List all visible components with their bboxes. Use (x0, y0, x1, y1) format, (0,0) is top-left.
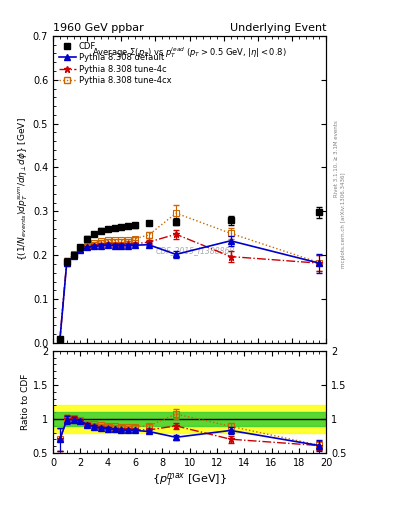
Y-axis label: Ratio to CDF: Ratio to CDF (21, 374, 30, 430)
Text: mcplots.cern.ch [arXiv:1306.3436]: mcplots.cern.ch [arXiv:1306.3436] (342, 173, 346, 268)
Bar (53, 412, 326, 426)
Text: Average $\Sigma(p_T)$ vs $p_T^{lead}$ ($p_T > 0.5$ GeV, $|\eta| < 0.8$): Average $\Sigma(p_T)$ vs $p_T^{lead}$ ($… (92, 45, 287, 60)
X-axis label: $\{p_T^{max}$ [GeV]$\}$: $\{p_T^{max}$ [GeV]$\}$ (152, 471, 227, 488)
Legend: CDF, Pythia 8.308 default, Pythia 8.308 tune-4c, Pythia 8.308 tune-4cx: CDF, Pythia 8.308 default, Pythia 8.308 … (55, 38, 175, 89)
Y-axis label: $\{(1/N_{events}) dp_T^{sum}/d\eta_\perp d\phi\}$ [GeV]: $\{(1/N_{events}) dp_T^{sum}/d\eta_\perp… (17, 117, 30, 262)
Text: 1960 GeV ppbar: 1960 GeV ppbar (53, 23, 144, 33)
Text: Underlying Event: Underlying Event (230, 23, 326, 33)
Bar (53, 406, 326, 433)
Text: Rivet 3.1.10, ≥ 3.1M events: Rivet 3.1.10, ≥ 3.1M events (334, 120, 338, 197)
Text: CDF_2015_I1388868: CDF_2015_I1388868 (156, 246, 235, 255)
